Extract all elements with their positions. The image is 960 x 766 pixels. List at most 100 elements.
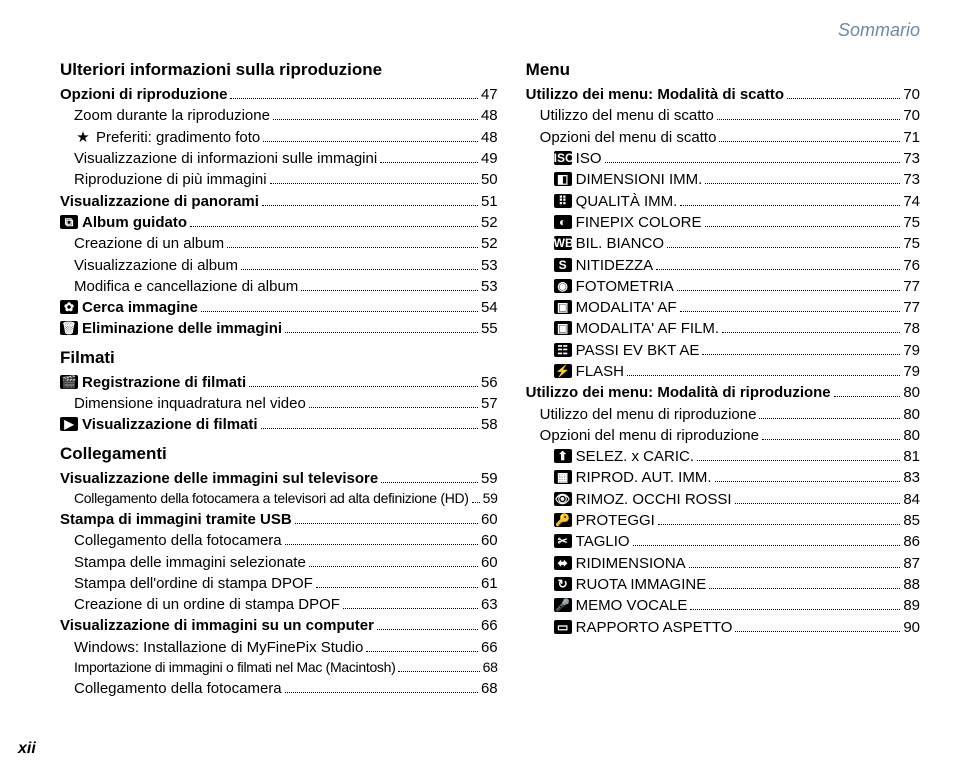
toc-leader	[627, 375, 900, 376]
toc-entry[interactable]: Utilizzo dei menu: Modalità di riproduzi…	[526, 382, 920, 403]
toc-entry[interactable]: ▦RIPROD. AUT. IMM.83	[526, 467, 920, 488]
toc-entry[interactable]: Collegamento della fotocamera60	[60, 530, 498, 551]
toc-entry[interactable]: 🎬Registrazione di filmati56	[60, 372, 498, 393]
toc-entry[interactable]: Utilizzo del menu di scatto70	[526, 105, 920, 126]
toc-page: 63	[481, 594, 498, 615]
toc-entry[interactable]: Stampa delle immagini selezionate60	[60, 552, 498, 573]
toc-entry[interactable]: ✿Cerca immagine54	[60, 297, 498, 318]
toc-label: RIDIMENSIONA	[576, 553, 686, 574]
toc-entry[interactable]: ◉FOTOMETRIA77	[526, 276, 920, 297]
toc-icon: ⠿	[554, 194, 572, 208]
toc-entry[interactable]: ◧DIMENSIONI IMM.73	[526, 169, 920, 190]
toc-entry[interactable]: Visualizzazione delle immagini sul telev…	[60, 468, 498, 489]
toc-entry[interactable]: ↻RUOTA IMMAGINE88	[526, 574, 920, 595]
toc-page: 54	[481, 297, 498, 318]
toc-entry[interactable]: 👁RIMOZ. OCCHI ROSSI84	[526, 489, 920, 510]
toc-label: Preferiti: gradimento foto	[96, 127, 260, 148]
toc-entry[interactable]: Modifica e cancellazione di album53	[60, 276, 498, 297]
toc-page: 66	[481, 615, 498, 636]
toc-leader	[301, 290, 478, 291]
toc-entry[interactable]: ▭RAPPORTO ASPETTO90	[526, 617, 920, 638]
toc-label: Visualizzazione di album	[74, 255, 238, 276]
toc-entry[interactable]: SNITIDEZZA76	[526, 255, 920, 276]
toc-label: ISO	[576, 148, 602, 169]
toc-page: 59	[481, 468, 498, 489]
toc-leader	[190, 226, 478, 227]
toc-leader	[343, 608, 478, 609]
toc-entry[interactable]: ▣MODALITA' AF77	[526, 297, 920, 318]
toc-leader	[285, 544, 478, 545]
toc-leader	[680, 311, 901, 312]
toc-icon: ☷	[554, 343, 572, 357]
toc-entry[interactable]: Visualizzazione di immagini su un comput…	[60, 615, 498, 636]
toc-entry[interactable]: ▣MODALITA' AF FILM.78	[526, 318, 920, 339]
toc-entry[interactable]: 🗑Eliminazione delle immagini55	[60, 318, 498, 339]
toc-leader	[677, 290, 901, 291]
toc-page: 50	[481, 169, 498, 190]
toc-label: Visualizzazione di panorami	[60, 191, 259, 212]
toc-entry[interactable]: Visualizzazione di album53	[60, 255, 498, 276]
toc-entry[interactable]: Creazione di un ordine di stampa DPOF63	[60, 594, 498, 615]
toc-entry[interactable]: Windows: Installazione di MyFinePix Stud…	[60, 637, 498, 658]
toc-label: Modifica e cancellazione di album	[74, 276, 298, 297]
toc-label: Opzioni di riproduzione	[60, 84, 227, 105]
toc-entry[interactable]: ⧉Album guidato52	[60, 212, 498, 233]
toc-entry[interactable]: ⠿QUALITÀ IMM.74	[526, 191, 920, 212]
toc-label: Collegamento della fotocamera	[74, 678, 282, 699]
toc-leader	[680, 205, 900, 206]
toc-entry[interactable]: Stampa di immagini tramite USB60	[60, 509, 498, 530]
toc-icon: ★	[74, 127, 92, 148]
toc-entry[interactable]: ISOISO73	[526, 148, 920, 169]
toc-entry[interactable]: Opzioni di riproduzione47	[60, 84, 498, 105]
toc-entry[interactable]: WBBIL. BIANCO75	[526, 233, 920, 254]
toc-label: MODALITA' AF FILM.	[576, 318, 719, 339]
toc-leader	[762, 439, 900, 440]
toc-entry[interactable]: Opzioni del menu di scatto71	[526, 127, 920, 148]
toc-entry[interactable]: Zoom durante la riproduzione48	[60, 105, 498, 126]
toc-entry[interactable]: Visualizzazione di informazioni sulle im…	[60, 148, 498, 169]
toc-icon: ⚡	[554, 364, 572, 378]
toc-entry[interactable]: 🎤MEMO VOCALE89	[526, 595, 920, 616]
toc-label: Opzioni del menu di scatto	[540, 127, 717, 148]
toc-entry[interactable]: Collegamento della fotocamera a televiso…	[60, 489, 498, 509]
toc-entry[interactable]: Visualizzazione di panorami51	[60, 191, 498, 212]
toc-entry[interactable]: ⬆SELEZ. x CARIC.81	[526, 446, 920, 467]
toc-label: Stampa dell'ordine di stampa DPOF	[74, 573, 313, 594]
toc-label: Utilizzo dei menu: Modalità di riproduzi…	[526, 382, 831, 403]
toc-entry[interactable]: Riproduzione di più immagini50	[60, 169, 498, 190]
toc-entry[interactable]: ⚡ FLASH 79	[526, 361, 920, 382]
toc-entry[interactable]: ◐FINEPIX COLORE75	[526, 212, 920, 233]
toc-entry[interactable]: Importazione di immagini o filmati nel M…	[60, 658, 498, 678]
toc-entry[interactable]: Utilizzo dei menu: Modalità di scatto70	[526, 84, 920, 105]
toc-entry[interactable]: Utilizzo del menu di riproduzione80	[526, 404, 920, 425]
toc-entry[interactable]: ✂TAGLIO86	[526, 531, 920, 552]
toc-page: 79	[903, 361, 920, 382]
toc-label: MEMO VOCALE	[576, 595, 688, 616]
toc-icon: 🗑	[60, 321, 78, 335]
toc-entry[interactable]: Stampa dell'ordine di stampa DPOF61	[60, 573, 498, 594]
toc-entry[interactable]: ☷PASSI EV BKT AE79	[526, 340, 920, 361]
toc-entry[interactable]: ▶Visualizzazione di filmati58	[60, 414, 498, 435]
toc-label: FLASH	[576, 361, 624, 382]
toc-leader	[249, 386, 478, 387]
toc-icon: 👁	[554, 492, 572, 506]
page-number: xii	[18, 740, 36, 758]
toc-entry[interactable]: 🔑PROTEGGI85	[526, 510, 920, 531]
toc-label: FINEPIX COLORE	[576, 212, 702, 233]
toc-entry[interactable]: ★Preferiti: gradimento foto48	[60, 127, 498, 148]
toc-entry[interactable]: Opzioni del menu di riproduzione80	[526, 425, 920, 446]
toc-page: 87	[903, 553, 920, 574]
toc-leader	[285, 332, 478, 333]
toc-leader	[309, 407, 478, 408]
toc-page: 52	[481, 212, 498, 233]
toc-entry[interactable]: Dimensione inquadratura nel video57	[60, 393, 498, 414]
toc-entry[interactable]: ⬌RIDIMENSIONA87	[526, 553, 920, 574]
section-title: Menu	[526, 58, 920, 82]
toc-leader	[717, 119, 900, 120]
toc-page: 75	[903, 212, 920, 233]
toc-leader	[689, 567, 901, 568]
toc-entry[interactable]: Collegamento della fotocamera68	[60, 678, 498, 699]
toc-entry[interactable]: Creazione di un album52	[60, 233, 498, 254]
toc-label: Visualizzazione di immagini su un comput…	[60, 615, 374, 636]
toc-label: Importazione di immagini o filmati nel M…	[74, 658, 395, 678]
